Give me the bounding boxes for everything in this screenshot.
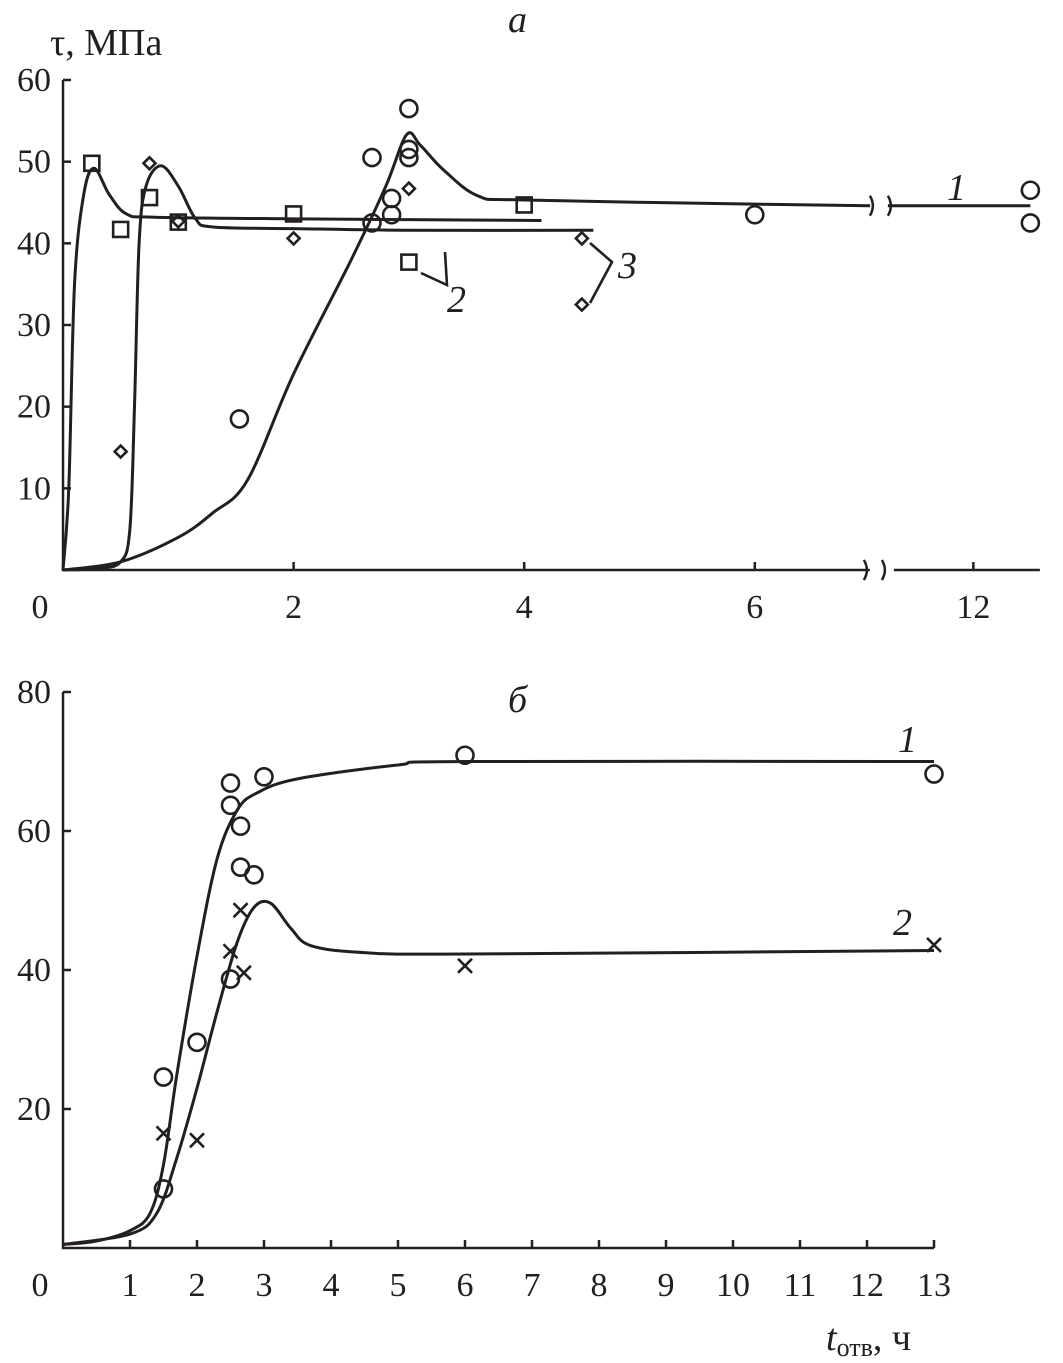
y-tick-label: 50 xyxy=(17,144,51,181)
x-axis-label-symbol: t xyxy=(826,1317,838,1359)
x-tick-label: 1 xyxy=(122,1267,139,1304)
x-tick-label: 12 xyxy=(956,589,990,626)
marker-circle xyxy=(1020,213,1041,233)
marker-cross xyxy=(235,964,252,981)
marker-diamond xyxy=(141,155,158,172)
x-tick-label: 8 xyxy=(591,1267,608,1304)
x-axis-label-subscript: отв xyxy=(837,1333,873,1362)
x-tick-label: 7 xyxy=(524,1267,541,1304)
series-label-1: 1 xyxy=(947,167,966,209)
marker-circle xyxy=(399,147,419,168)
x-axis-label-unit: , ч xyxy=(873,1317,911,1359)
marker-circle xyxy=(187,1032,207,1053)
marker-cross xyxy=(457,957,473,974)
y-tick-label: 60 xyxy=(17,62,51,99)
x-tick-label: 13 xyxy=(917,1267,951,1304)
marker-square xyxy=(284,205,303,223)
series-curve-2 xyxy=(61,166,542,571)
marker-circle xyxy=(924,764,944,784)
marker-circle xyxy=(229,409,250,429)
marker-circle xyxy=(254,766,274,787)
marker-cross xyxy=(232,902,249,919)
marker-diamond xyxy=(574,296,590,313)
y-tick-label: 60 xyxy=(17,813,51,850)
marker-circle xyxy=(362,147,382,168)
x-tick-label: 12 xyxy=(850,1267,884,1304)
marker-diamond xyxy=(170,213,187,230)
series-label-2: 2 xyxy=(447,279,466,321)
marker-square xyxy=(400,253,418,271)
marker-circle xyxy=(399,98,419,119)
y-axis-label-a: τ, МПа xyxy=(50,22,163,64)
series-curve-1 xyxy=(62,131,871,572)
series-label-2: 2 xyxy=(893,902,912,944)
x-tick-label: 10 xyxy=(716,1267,750,1304)
y-tick-label: 20 xyxy=(17,1091,51,1128)
marker-circle xyxy=(455,745,475,766)
panel-label-b: б xyxy=(508,679,529,721)
series-label-3: 3 xyxy=(617,245,637,287)
marker-square xyxy=(111,220,130,239)
axes-a xyxy=(61,80,1040,572)
series-label-leader-2 xyxy=(420,251,449,288)
x-tick-label: 4 xyxy=(516,589,533,626)
marker-circle xyxy=(381,188,402,209)
marker-diamond xyxy=(401,180,417,197)
y-tick-label: 80 xyxy=(17,674,51,711)
series-label-1: 1 xyxy=(898,719,917,761)
axis-break-mark-x xyxy=(862,559,887,581)
x-tick-label: 2 xyxy=(285,589,302,626)
y-tick-label: 30 xyxy=(17,307,51,344)
marker-circle xyxy=(220,773,241,793)
marker-diamond xyxy=(574,230,590,247)
x-tick-label: 6 xyxy=(746,589,763,626)
x-tick-label: 6 xyxy=(457,1267,474,1304)
marker-circle xyxy=(744,204,765,225)
marker-circle xyxy=(244,864,264,885)
x-tick-label: 0 xyxy=(32,1267,49,1304)
y-tick-label: 10 xyxy=(17,470,51,507)
x-tick-label: 3 xyxy=(256,1267,273,1304)
marker-circle xyxy=(230,816,251,836)
marker-cross xyxy=(222,943,239,960)
marker-circle xyxy=(399,139,419,160)
series-curve-3 xyxy=(62,164,594,572)
curve-break-mark xyxy=(868,195,893,217)
y-tick-label: 20 xyxy=(17,389,51,426)
marker-diamond xyxy=(285,230,302,247)
marker-cross xyxy=(926,937,942,953)
marker-square xyxy=(83,154,101,173)
y-tick-label: 40 xyxy=(17,225,51,262)
marker-circle xyxy=(220,795,241,816)
marker-square xyxy=(515,196,534,214)
y-tick-label: 40 xyxy=(17,952,51,989)
series-curve-2 xyxy=(62,899,935,1247)
marker-diamond xyxy=(112,443,129,460)
x-axis-label-b: tотв, ч xyxy=(826,1317,911,1362)
axes-b xyxy=(61,692,934,1250)
panel-label-a: а xyxy=(508,0,527,41)
x-tick-label: 4 xyxy=(323,1267,340,1304)
x-tick-label: 2 xyxy=(189,1267,206,1304)
marker-circle xyxy=(1020,180,1041,201)
series-label-leader-3 xyxy=(588,242,614,304)
marker-circle xyxy=(153,1067,174,1087)
marker-cross xyxy=(155,1125,172,1142)
series-curve-1 xyxy=(62,759,935,1247)
x-tick-label: 11 xyxy=(784,1267,817,1304)
x-tick-label: 9 xyxy=(658,1267,675,1304)
x-tick-label: 0 xyxy=(32,589,49,626)
marker-cross xyxy=(189,1132,205,1149)
x-tick-label: 5 xyxy=(390,1267,407,1304)
